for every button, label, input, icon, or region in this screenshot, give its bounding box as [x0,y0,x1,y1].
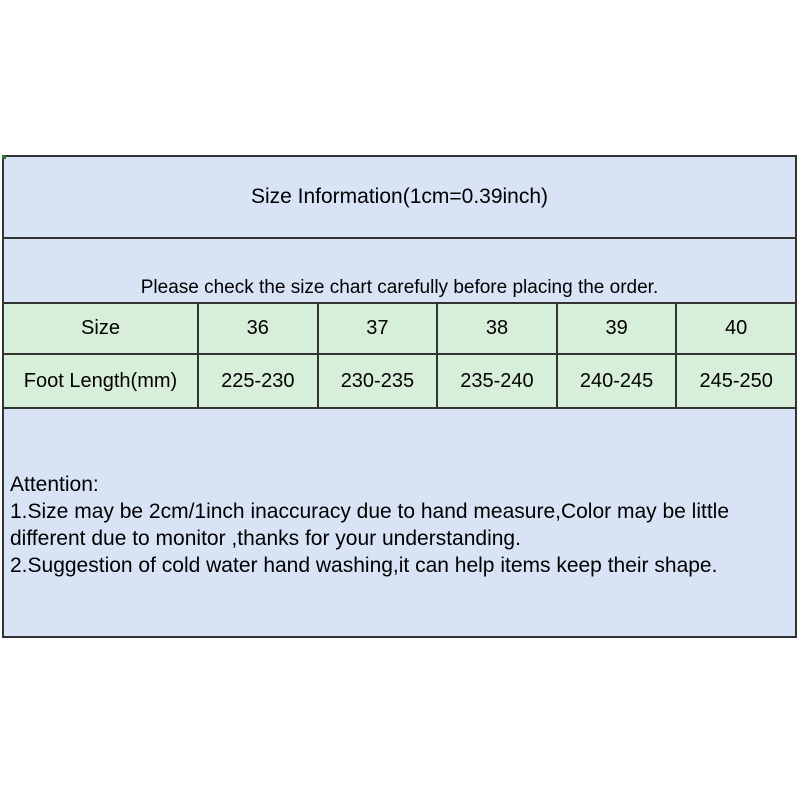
size-info-header: Size Information(1cm=0.39inch) [4,157,795,239]
notice-text: Please check the size chart carefully be… [140,277,659,298]
size-value-40: 40 [675,304,795,353]
foot-length-value-38: 235-240 [436,355,556,407]
foot-length-value-36: 225-230 [197,355,317,407]
notice-row: Please check the size chart carefully be… [4,239,795,304]
foot-length-value-39: 240-245 [555,355,676,407]
foot-length-value-37: 230-235 [316,355,437,407]
size-table-foot-length-row: Foot Length(mm) 225-230 230-235 235-240 … [4,355,795,409]
size-value-37: 37 [316,304,437,353]
attention-heading: Attention: [10,473,99,496]
attention-line-2: different due to monitor ,thanks for you… [10,527,521,550]
size-row-label: Size [81,317,120,339]
corner-artifact [2,155,6,159]
attention-line-1: 1.Size may be 2cm/1inch inaccuracy due t… [10,500,730,523]
size-table-size-row: Size 36 37 38 39 40 [4,304,795,355]
size-info-title: Size Information(1cm=0.39inch) [250,185,549,208]
size-value-38: 38 [436,304,556,353]
attention-line-3: 2.Suggestion of cold water hand washing,… [10,554,718,577]
size-value-36: 36 [197,304,317,353]
size-chart-panel: Size Information(1cm=0.39inch) Please ch… [2,155,797,638]
size-value-39: 39 [555,304,676,353]
foot-length-row-label: Foot Length(mm) [23,369,178,392]
foot-length-value-40: 245-250 [675,355,795,407]
attention-section: Attention: 1.Size may be 2cm/1inch inacc… [4,409,795,636]
